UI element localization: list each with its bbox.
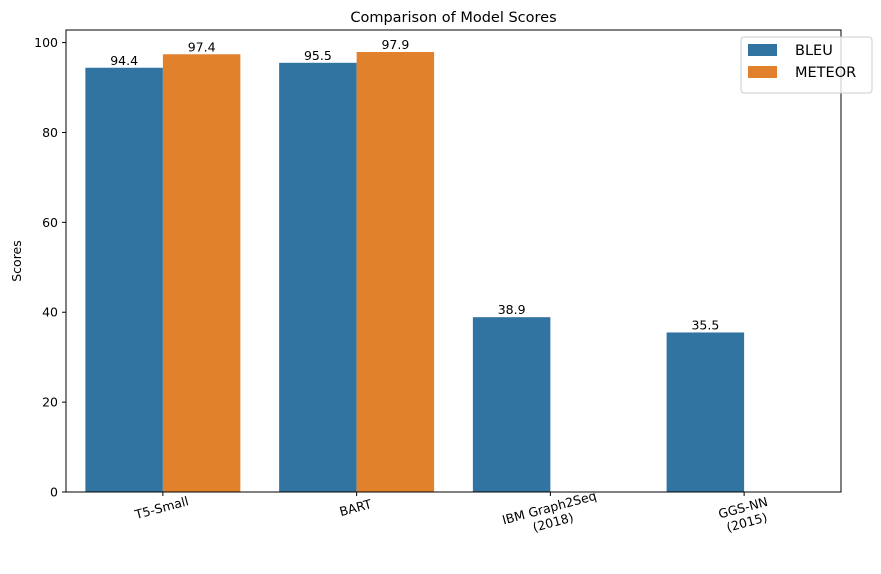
bar-bleu-1 <box>279 62 357 492</box>
data-label-meteor-1: 97.9 <box>381 37 409 52</box>
y-tick-label: 0 <box>50 485 58 500</box>
data-label-bleu-1: 95.5 <box>304 48 332 63</box>
data-labels-layer: 94.4 95.5 38.9 35.5 97.4 97.9 <box>110 37 719 332</box>
legend-swatch-meteor <box>748 66 777 78</box>
x-tick-label-line: BART <box>338 496 374 519</box>
x-tick-label: T5-Small <box>132 493 190 522</box>
y-tick-label: 20 <box>42 395 58 410</box>
legend: BLEU METEOR <box>740 36 873 94</box>
plot-frame <box>65 29 842 493</box>
y-tick-label: 80 <box>42 125 58 140</box>
data-label-bleu-3: 35.5 <box>691 317 719 332</box>
legend-swatch-bleu <box>748 44 777 56</box>
bars-layer <box>85 52 745 493</box>
x-tick-label: BART <box>338 496 374 519</box>
chart-title: Comparison of Model Scores <box>350 10 556 26</box>
legend-label-meteor: METEOR <box>795 65 856 81</box>
legend-label-bleu: BLEU <box>795 43 833 59</box>
bar-meteor-1 <box>356 52 435 493</box>
bar-bleu-0 <box>85 67 163 492</box>
y-tick-label: 40 <box>42 305 58 320</box>
bar-bleu-2 <box>472 317 551 492</box>
y-axis-label: Scores <box>9 240 24 282</box>
x-tick-label: GGS-NN(2015) <box>717 494 774 536</box>
bar-meteor-0 <box>162 54 241 492</box>
data-label-meteor-0: 97.4 <box>188 39 216 54</box>
y-tick-label: 100 <box>34 35 58 50</box>
x-tick-label: IBM Graph2Seq(2018) <box>500 488 601 542</box>
data-label-bleu-0: 94.4 <box>110 53 138 68</box>
x-tick-label-line: T5-Small <box>132 493 190 522</box>
data-label-bleu-2: 38.9 <box>498 302 526 317</box>
bar-bleu-3 <box>666 332 745 492</box>
y-tick-label: 60 <box>42 215 58 230</box>
